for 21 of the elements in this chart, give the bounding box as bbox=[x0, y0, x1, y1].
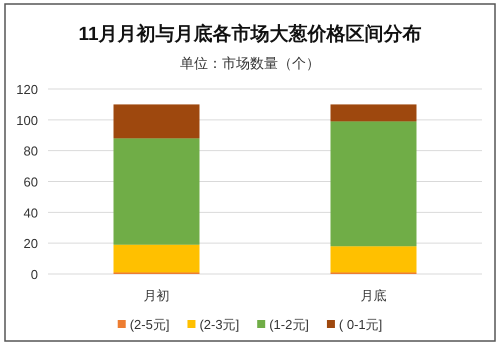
bar bbox=[114, 244, 200, 272]
x-tick-label: 月底 bbox=[360, 288, 386, 303]
y-tick-label: 100 bbox=[16, 112, 38, 128]
bar bbox=[114, 138, 200, 245]
x-tick-label: 月初 bbox=[144, 288, 170, 303]
y-tick-label: 60 bbox=[24, 174, 38, 190]
bar bbox=[114, 104, 200, 138]
y-tick-label: 120 bbox=[16, 82, 38, 97]
y-tick-label: 0 bbox=[30, 267, 38, 282]
bar bbox=[330, 104, 416, 122]
y-tick-label: 80 bbox=[24, 144, 38, 159]
bar bbox=[330, 246, 416, 272]
legend-label: (2-3元] bbox=[199, 317, 240, 332]
chart-title: 11月月初与月底各市场大葱价格区间分布 bbox=[78, 23, 422, 45]
legend-label: (2-5元] bbox=[130, 317, 170, 332]
y-tick-label: 20 bbox=[24, 236, 38, 252]
bar bbox=[330, 121, 416, 246]
legend-label: (1-2元] bbox=[269, 317, 309, 332]
legend-label: ( 0-1元] bbox=[338, 317, 382, 332]
chart-subtitle: 单位：市场数量（个） bbox=[180, 55, 320, 71]
y-tick-label: 40 bbox=[24, 205, 38, 220]
